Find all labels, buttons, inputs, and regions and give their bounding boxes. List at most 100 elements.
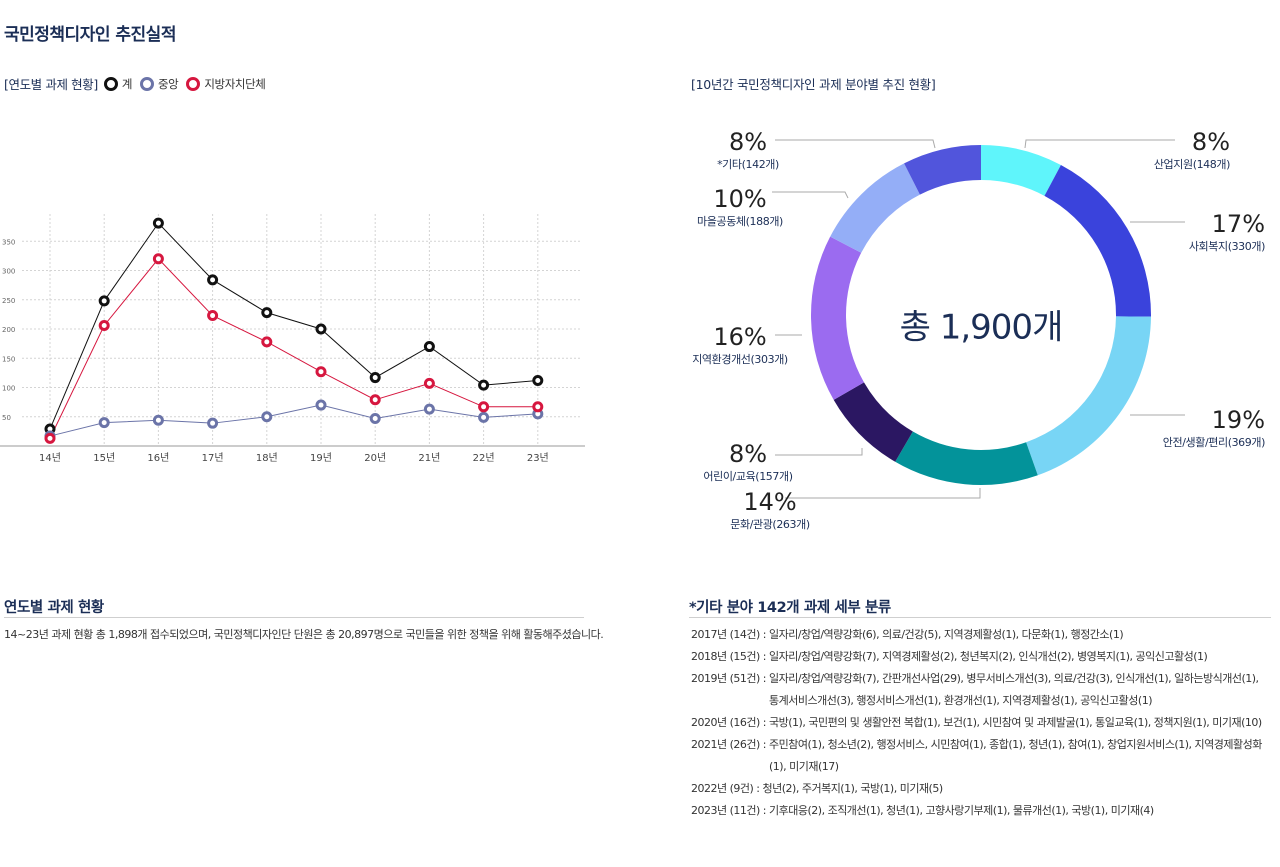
legend-label-total: 계 bbox=[121, 76, 133, 91]
legend-item-local: 지방자치단체 bbox=[186, 76, 266, 92]
summary-divider bbox=[4, 617, 584, 618]
data-point bbox=[207, 417, 219, 429]
data-point bbox=[98, 319, 110, 331]
y-tick-label: 300 bbox=[2, 268, 15, 276]
data-point bbox=[369, 394, 381, 406]
series-line bbox=[49, 222, 538, 430]
x-tick-label: 14년 bbox=[39, 452, 61, 464]
etc-row-year: 2022년 (9건) : bbox=[691, 782, 760, 795]
donut-slice bbox=[895, 431, 1038, 485]
etc-row-text: 일자리/창업/역량강화(7), 간판개선사업(29), 병무서비스개선(3), … bbox=[769, 672, 1259, 707]
etc-row: 2019년 (51건) : 일자리/창업/역량강화(7), 간판개선사업(29)… bbox=[691, 668, 1271, 712]
data-point bbox=[152, 253, 164, 265]
x-tick-label: 16년 bbox=[147, 452, 169, 464]
summary-text: 14~23년 과제 현황 총 1,898개 접수되었으며, 국민정책디자인단 단… bbox=[4, 628, 604, 641]
x-tick-label: 20년 bbox=[364, 452, 386, 464]
donut-slice bbox=[833, 382, 913, 462]
etc-row-text: 기후대응(2), 조직개선(1), 청년(1), 고향사랑기부제(1), 물류개… bbox=[769, 804, 1154, 817]
line-chart-legend: [연도별 과제 현황] 계 중앙 지방자치단체 bbox=[4, 74, 273, 93]
data-point bbox=[207, 310, 219, 322]
data-point bbox=[261, 411, 273, 423]
etc-row: 2023년 (11건) : 기후대응(2), 조직개선(1), 청년(1), 고… bbox=[691, 800, 1271, 822]
data-point bbox=[478, 411, 490, 423]
legend-label-local: 지방자치단체 bbox=[204, 76, 266, 91]
donut-chart: 8% 산업지원(148개) 17% 사회복지(330개) 19%안전/생활/편리(369… bbox=[692, 128, 1265, 531]
slice-pct-label: 17% bbox=[1212, 210, 1265, 238]
etc-row: 2021년 (26건) : 주민참여(1), 청소년(2), 행정서비스, 시민… bbox=[691, 734, 1271, 778]
donut-slice bbox=[1026, 316, 1151, 476]
x-tick-label: 19년 bbox=[310, 452, 332, 464]
line-chart-y-ticks: 50 100 150 200 250 300 350 bbox=[2, 238, 15, 422]
data-point bbox=[423, 377, 435, 389]
slice-pct-label: 8% bbox=[729, 440, 767, 468]
data-point bbox=[315, 366, 327, 378]
slice-name-label: *기타(142개) bbox=[717, 158, 779, 171]
etc-row-text: 일자리/창업/역량강화(6), 의료/건강(5), 지역경제활성(1), 다문화… bbox=[769, 628, 1124, 641]
series-line bbox=[49, 258, 538, 439]
slice-name-label: 사회복지(330개) bbox=[1189, 240, 1265, 253]
data-point bbox=[315, 399, 327, 411]
data-point bbox=[315, 323, 327, 335]
data-point bbox=[98, 295, 110, 307]
slice-name-label: 산업지원(148개) bbox=[1154, 158, 1230, 171]
slice-pct-label: 16% bbox=[713, 323, 766, 351]
donut-slice bbox=[1044, 164, 1151, 317]
data-point bbox=[98, 417, 110, 429]
etc-row: 2017년 (14건) : 일자리/창업/역량강화(6), 의료/건강(5), … bbox=[691, 624, 1271, 646]
x-tick-label: 15년 bbox=[93, 452, 115, 464]
donut-center-total: 총 1,900개 bbox=[900, 308, 1063, 348]
y-tick-label: 150 bbox=[2, 355, 15, 363]
x-tick-label: 18년 bbox=[256, 452, 278, 464]
etc-row-text: 일자리/창업/역량강화(7), 지역경제활성(2), 청년복지(2), 인식개선… bbox=[769, 650, 1208, 663]
slice-pct-label: 14% bbox=[743, 488, 796, 516]
legend-marker-central bbox=[140, 76, 154, 91]
y-tick-label: 50 bbox=[2, 414, 11, 422]
slice-pct-label: 19% bbox=[1212, 406, 1265, 434]
donut-slice bbox=[981, 145, 1061, 196]
leader-line bbox=[1024, 139, 1175, 149]
x-tick-label: 23년 bbox=[527, 452, 549, 464]
etc-detail-divider bbox=[689, 617, 1271, 618]
y-tick-label: 200 bbox=[2, 326, 15, 334]
data-point bbox=[261, 307, 273, 319]
etc-detail-title: *기타 분야 142개 과제 세부 분류 bbox=[689, 600, 891, 616]
data-point bbox=[152, 414, 164, 426]
y-tick-label: 250 bbox=[2, 297, 15, 305]
data-point bbox=[369, 413, 381, 425]
data-point bbox=[152, 217, 164, 229]
data-point bbox=[261, 336, 273, 348]
leader-line bbox=[785, 488, 981, 499]
leader-line bbox=[775, 139, 936, 149]
summary-title: 연도별 과제 현황 bbox=[4, 600, 104, 616]
x-tick-label: 21년 bbox=[418, 452, 440, 464]
etc-row: 2020년 (16건) : 국방(1), 국민편의 및 생활안전 복합(1), … bbox=[691, 712, 1271, 734]
data-point bbox=[44, 432, 56, 444]
etc-row-year: 2021년 (26건) : bbox=[691, 738, 767, 751]
etc-row-year: 2019년 (51건) : bbox=[691, 672, 767, 685]
slice-name-label: 안전/생활/편리(369개) bbox=[1163, 435, 1265, 449]
line-chart-header: [연도별 과제 현황] bbox=[4, 77, 98, 92]
legend-item-central: 중앙 bbox=[140, 76, 179, 92]
donut-slice bbox=[811, 236, 865, 400]
donut-labels: 8% 산업지원(148개) 17% 사회복지(330개) 19%안전/생활/편리(369… bbox=[692, 128, 1265, 531]
etc-row-text: 주민참여(1), 청소년(2), 행정서비스, 시민참여(1), 종합(1), … bbox=[769, 738, 1262, 773]
etc-row-year: 2017년 (14건) : bbox=[691, 628, 767, 641]
slice-name-label: 지역환경개선(303개) bbox=[692, 353, 788, 366]
slice-name-label: 문화/관광(263개) bbox=[730, 518, 810, 531]
data-point bbox=[207, 274, 219, 286]
data-point bbox=[369, 372, 381, 384]
data-point bbox=[423, 403, 435, 415]
line-chart-series bbox=[44, 217, 544, 444]
legend-label-central: 중앙 bbox=[158, 76, 179, 91]
line-chart: 50 100 150 200 250 300 350 14년 15년 16년 17년 18년 19년 2… bbox=[0, 214, 585, 464]
x-tick-label: 17년 bbox=[202, 452, 224, 464]
legend-item-total: 계 bbox=[103, 76, 133, 92]
donut-slice bbox=[904, 145, 981, 195]
etc-row-year: 2023년 (11건) : bbox=[691, 804, 767, 817]
etc-row: 2022년 (9건) : 청년(2), 주거복지(1), 국방(1), 미기재(… bbox=[691, 778, 1271, 800]
page-title: 국민정책디자인 추진실적 bbox=[4, 25, 176, 45]
data-point bbox=[478, 401, 490, 413]
data-point bbox=[478, 379, 490, 391]
donut-leader-lines bbox=[772, 139, 1185, 499]
etc-row: 2018년 (15건) : 일자리/창업/역량강화(7), 지역경제활성(2),… bbox=[691, 646, 1271, 668]
